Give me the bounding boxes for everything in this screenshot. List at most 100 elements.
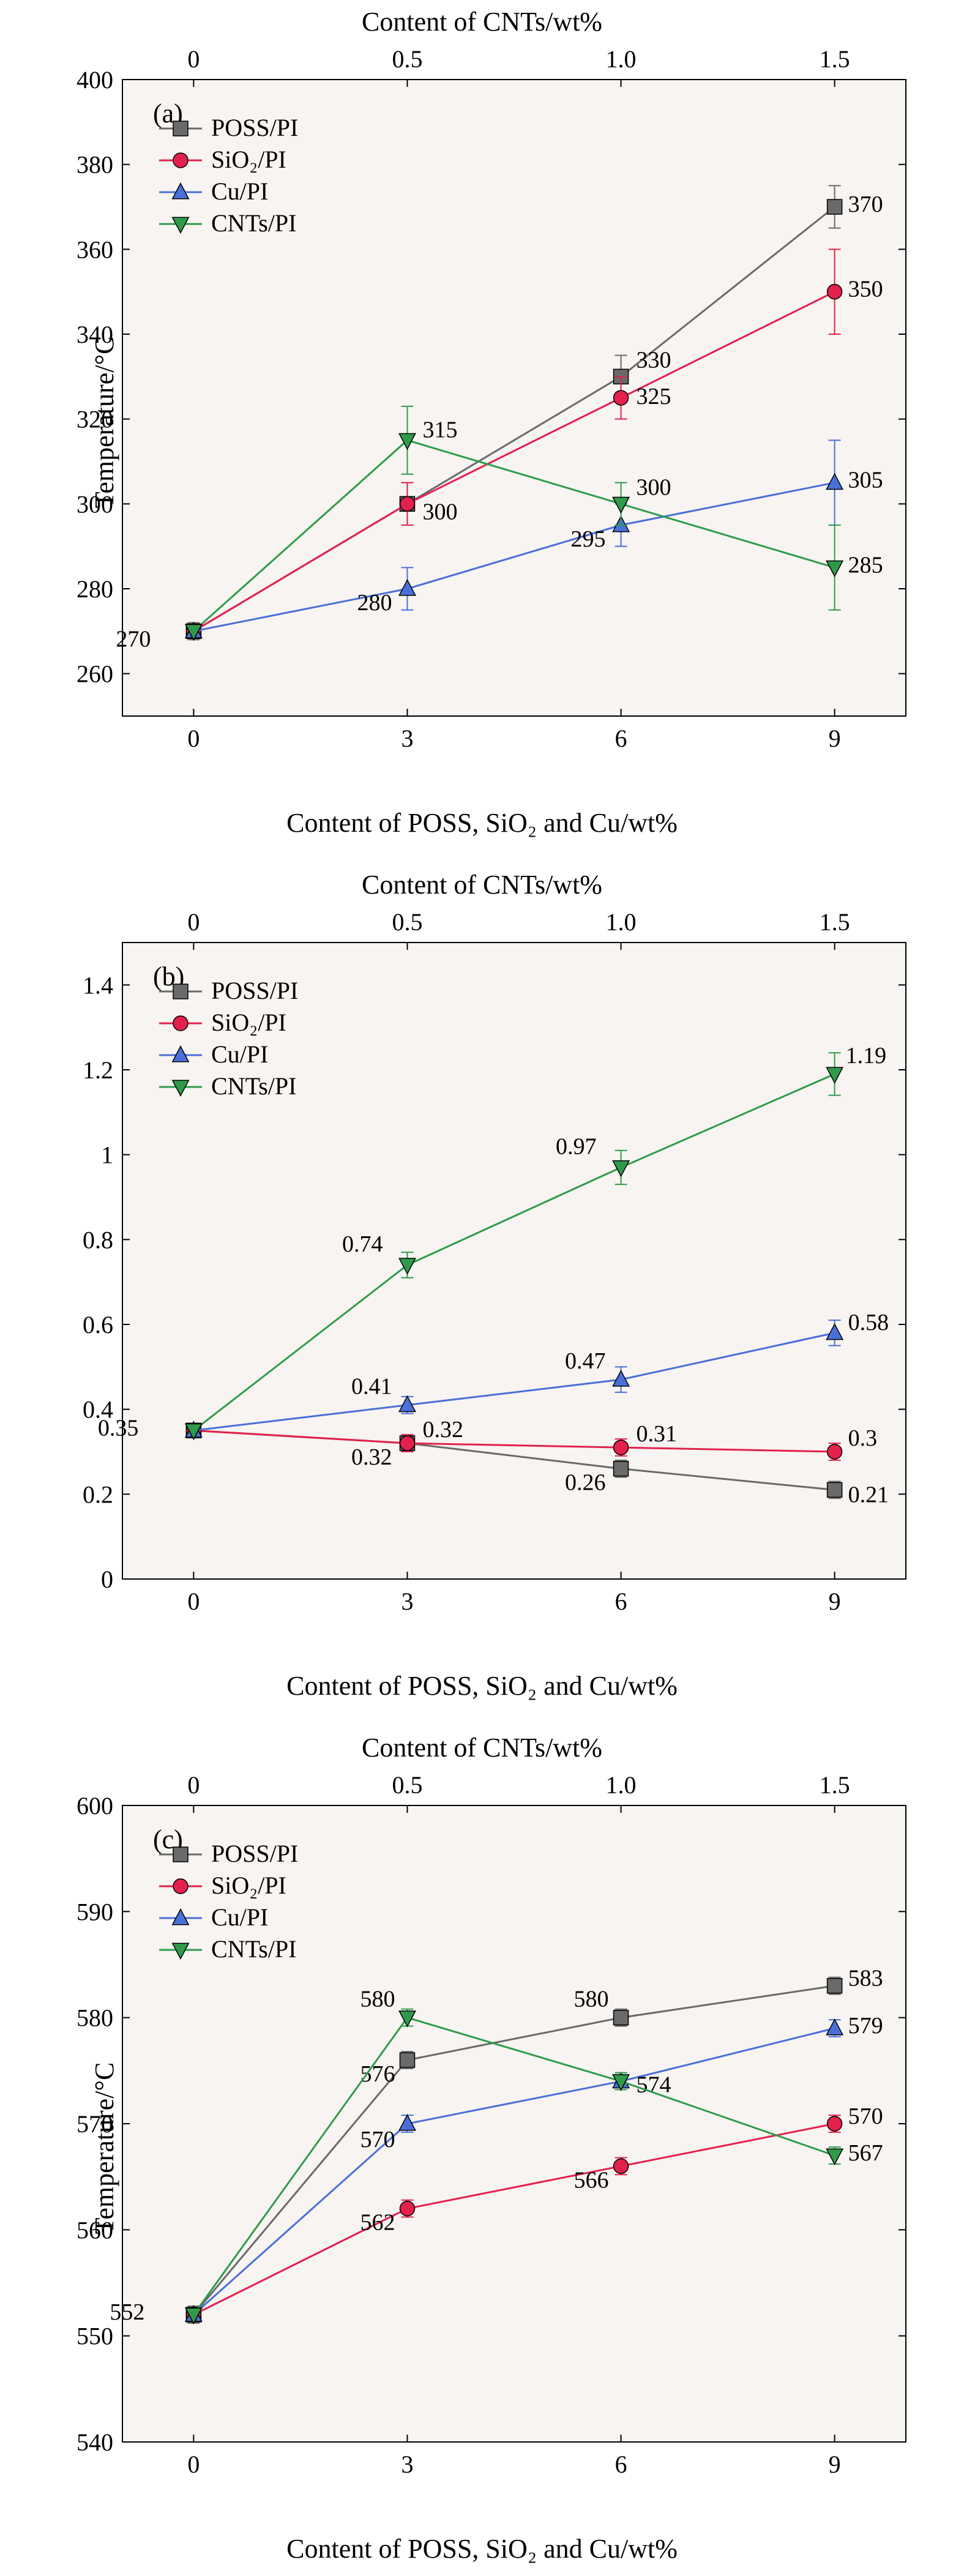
svg-text:280: 280: [77, 575, 113, 603]
svg-text:6: 6: [615, 725, 627, 752]
svg-text:590: 590: [77, 1898, 113, 1925]
svg-text:CNTs/PI: CNTs/PI: [211, 1072, 296, 1100]
svg-text:CNTs/PI: CNTs/PI: [211, 209, 296, 237]
top-axis-title-b: Content of CNTs/wt%: [0, 869, 964, 900]
svg-text:9: 9: [829, 1588, 841, 1615]
svg-text:0: 0: [187, 1771, 200, 1799]
svg-text:Cu/PI: Cu/PI: [211, 1040, 268, 1068]
svg-text:550: 550: [77, 2323, 113, 2350]
svg-text:570: 570: [848, 2104, 883, 2129]
svg-text:576: 576: [360, 2061, 395, 2087]
svg-text:0: 0: [187, 2451, 200, 2478]
svg-text:552: 552: [110, 2299, 144, 2325]
svg-text:SiO₂/PI: SiO₂/PI: [211, 1872, 286, 1899]
svg-text:0.21: 0.21: [848, 1482, 889, 1507]
svg-text:566: 566: [574, 2167, 609, 2193]
svg-text:0.5: 0.5: [392, 45, 422, 73]
svg-text:300: 300: [77, 490, 113, 518]
plot-a: 036900.51.01.526028030032034036038040027…: [122, 80, 906, 716]
svg-text:600: 600: [77, 1792, 113, 1820]
svg-text:Cu/PI: Cu/PI: [211, 1903, 268, 1931]
svg-text:1.2: 1.2: [83, 1056, 113, 1084]
figure-container: Content of CNTs/wt% Temperature/°C 03690…: [0, 0, 964, 2570]
svg-text:1.0: 1.0: [606, 1771, 637, 1799]
svg-text:1.19: 1.19: [846, 1043, 887, 1069]
svg-text:0.74: 0.74: [342, 1231, 383, 1257]
svg-text:POSS/PI: POSS/PI: [211, 114, 298, 141]
svg-text:360: 360: [77, 236, 113, 263]
bottom-axis-title-c: Content of POSS, SiO₂ and Cu/wt%: [0, 2533, 964, 2564]
svg-text:0: 0: [101, 1566, 113, 1593]
svg-text:0.5: 0.5: [392, 1771, 422, 1799]
svg-text:6: 6: [615, 1588, 627, 1615]
svg-text:0.97: 0.97: [556, 1133, 597, 1159]
svg-text:0: 0: [187, 908, 200, 936]
svg-text:305: 305: [848, 468, 883, 493]
svg-text:540: 540: [77, 2429, 113, 2456]
svg-text:0.35: 0.35: [98, 1415, 139, 1441]
svg-text:560: 560: [77, 2216, 113, 2244]
svg-text:260: 260: [77, 660, 113, 688]
svg-text:1.5: 1.5: [820, 908, 850, 936]
svg-text:1.0: 1.0: [606, 908, 637, 936]
svg-text:580: 580: [360, 1987, 395, 2012]
svg-text:300: 300: [422, 499, 457, 525]
svg-text:562: 562: [360, 2210, 395, 2236]
svg-text:570: 570: [360, 2127, 395, 2152]
bottom-axis-title-a: Content of POSS, SiO₂ and Cu/wt%: [0, 807, 964, 838]
top-axis-title-a: Content of CNTs/wt%: [0, 6, 964, 37]
svg-text:POSS/PI: POSS/PI: [211, 977, 298, 1004]
svg-text:380: 380: [77, 151, 113, 179]
svg-text:0: 0: [187, 1588, 200, 1615]
panel-c: Content of CNTs/wt% Temperature/°C 03690…: [0, 1726, 964, 2570]
svg-text:1.4: 1.4: [83, 971, 113, 999]
svg-text:3: 3: [401, 1588, 413, 1615]
svg-text:400: 400: [77, 66, 113, 94]
svg-text:3: 3: [401, 2451, 413, 2478]
svg-text:580: 580: [574, 1987, 609, 2012]
svg-text:9: 9: [829, 2451, 841, 2478]
svg-text:0: 0: [187, 725, 200, 752]
svg-text:580: 580: [77, 2004, 113, 2032]
plot-b: 036900.51.01.500.20.40.60.811.21.40.350.…: [122, 943, 906, 1579]
svg-text:295: 295: [571, 526, 606, 552]
svg-text:0.58: 0.58: [848, 1310, 889, 1335]
svg-text:567: 567: [848, 2140, 883, 2166]
svg-text:320: 320: [77, 406, 113, 433]
svg-text:0: 0: [187, 45, 200, 73]
svg-text:0.2: 0.2: [83, 1480, 113, 1508]
svg-text:0.6: 0.6: [83, 1311, 113, 1338]
svg-text:1: 1: [101, 1141, 113, 1169]
svg-text:0.32: 0.32: [422, 1417, 463, 1443]
top-axis-title-c: Content of CNTs/wt%: [0, 1732, 964, 1763]
svg-text:0.26: 0.26: [565, 1470, 606, 1496]
svg-text:583: 583: [848, 1966, 883, 1992]
svg-text:574: 574: [637, 2072, 671, 2098]
svg-text:6: 6: [615, 2451, 627, 2478]
svg-text:325: 325: [637, 384, 671, 409]
svg-text:1.0: 1.0: [606, 45, 637, 73]
svg-text:0.31: 0.31: [637, 1421, 678, 1447]
svg-text:0.47: 0.47: [565, 1348, 606, 1374]
svg-text:370: 370: [848, 192, 883, 217]
svg-text:1.5: 1.5: [820, 1771, 850, 1799]
svg-text:0.32: 0.32: [351, 1444, 392, 1470]
svg-text:350: 350: [848, 277, 883, 302]
svg-text:0.3: 0.3: [848, 1425, 878, 1451]
svg-text:579: 579: [848, 2013, 883, 2039]
svg-text:SiO₂/PI: SiO₂/PI: [211, 1009, 286, 1036]
svg-text:1.5: 1.5: [820, 45, 850, 73]
svg-text:9: 9: [829, 725, 841, 752]
svg-text:0.8: 0.8: [83, 1226, 113, 1253]
svg-text:280: 280: [357, 590, 392, 616]
panel-a: Content of CNTs/wt% Temperature/°C 03690…: [0, 0, 964, 845]
bottom-axis-title-b: Content of POSS, SiO₂ and Cu/wt%: [0, 1670, 964, 1701]
svg-text:0.5: 0.5: [392, 908, 422, 936]
svg-text:Cu/PI: Cu/PI: [211, 177, 268, 205]
svg-text:270: 270: [116, 626, 151, 652]
svg-text:CNTs/PI: CNTs/PI: [211, 1935, 296, 1963]
svg-text:330: 330: [637, 347, 671, 373]
svg-text:3: 3: [401, 725, 413, 752]
svg-text:285: 285: [848, 552, 883, 578]
svg-text:300: 300: [637, 474, 671, 500]
